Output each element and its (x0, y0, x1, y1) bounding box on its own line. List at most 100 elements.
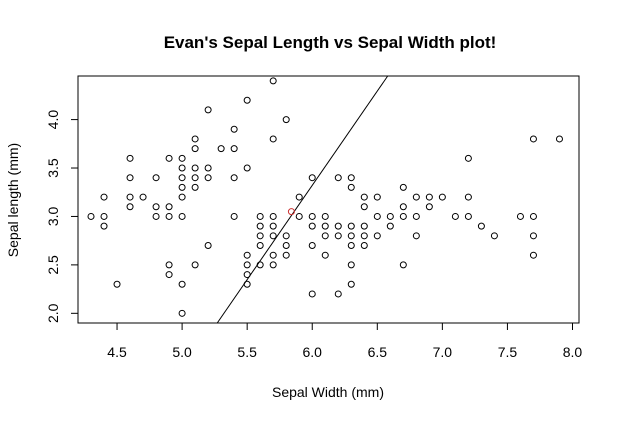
data-point (360, 203, 368, 211)
data-point (399, 183, 407, 191)
data-point (126, 203, 134, 211)
data-point (360, 242, 368, 250)
data-point (269, 77, 277, 85)
y-axis: 2.0 2.5 3.0 3.5 4.0 (45, 110, 79, 323)
data-point (321, 251, 329, 259)
data-point (126, 154, 134, 162)
data-point (386, 222, 394, 230)
data-point (178, 164, 186, 172)
data-point (100, 193, 108, 201)
data-point (256, 232, 264, 240)
y-tick-label: 2.5 (45, 255, 61, 275)
data-point (269, 222, 277, 230)
data-point (516, 212, 524, 220)
data-point (269, 212, 277, 220)
data-point (347, 242, 355, 250)
data-point (243, 271, 251, 279)
data-point (139, 193, 147, 201)
data-point (113, 280, 121, 288)
data-point (191, 135, 199, 143)
data-point (464, 154, 472, 162)
data-point (282, 242, 290, 250)
data-point (412, 232, 420, 240)
data-point (126, 174, 134, 182)
data-point (334, 232, 342, 240)
data-point (152, 203, 160, 211)
data-point (126, 193, 134, 201)
data-point (295, 193, 303, 201)
data-point (399, 203, 407, 211)
data-point (243, 261, 251, 269)
data-point (243, 96, 251, 104)
data-point (230, 174, 238, 182)
data-point (399, 261, 407, 269)
data-point (243, 251, 251, 259)
data-point (308, 242, 316, 250)
x-tick-label: 7.5 (498, 344, 518, 360)
data-point (347, 222, 355, 230)
data-point (529, 135, 537, 143)
data-point (256, 222, 264, 230)
chart-title: Evan's Sepal Length vs Sepal Width plot! (164, 33, 497, 52)
data-point (347, 261, 355, 269)
data-point (282, 232, 290, 240)
data-point (529, 212, 537, 220)
x-tick-label: 5.5 (237, 344, 257, 360)
data-point (191, 145, 199, 153)
data-point (360, 222, 368, 230)
data-point (178, 193, 186, 201)
y-tick-label: 3.0 (45, 207, 61, 227)
data-point (243, 164, 251, 172)
x-tick-label: 5.0 (172, 344, 192, 360)
data-point (321, 212, 329, 220)
x-tick-label: 4.5 (107, 344, 127, 360)
data-points (87, 77, 563, 317)
data-point (308, 174, 316, 182)
data-point (308, 290, 316, 298)
data-point (178, 309, 186, 317)
plot-area-border (77, 75, 580, 324)
data-point (191, 174, 199, 182)
data-point (191, 183, 199, 191)
data-point (360, 193, 368, 201)
x-tick-label: 6.5 (368, 344, 388, 360)
y-tick-label: 3.5 (45, 158, 61, 178)
data-point (438, 193, 446, 201)
data-point (399, 212, 407, 220)
data-point (269, 261, 277, 269)
data-point (165, 203, 173, 211)
data-point (230, 145, 238, 153)
data-point (334, 174, 342, 182)
data-point (347, 280, 355, 288)
x-axis: 4.5 5.0 5.5 6.0 6.5 7.0 7.5 8.0 (107, 322, 583, 360)
data-point (269, 251, 277, 259)
data-point (100, 212, 108, 220)
data-point (178, 280, 186, 288)
data-point (295, 212, 303, 220)
data-point (204, 242, 212, 250)
data-point (152, 212, 160, 220)
x-tick-label: 8.0 (563, 344, 583, 360)
data-point (256, 212, 264, 220)
y-tick-label: 4.0 (45, 110, 61, 130)
data-point (256, 242, 264, 250)
x-axis-label: Sepal Width (mm) (272, 384, 384, 400)
y-axis-label: Sepal length (mm) (5, 143, 21, 257)
data-point (282, 251, 290, 259)
data-point (165, 154, 173, 162)
data-point (165, 271, 173, 279)
data-point (412, 193, 420, 201)
data-point (321, 222, 329, 230)
data-point (100, 222, 108, 230)
data-point (347, 232, 355, 240)
data-point (334, 290, 342, 298)
data-point (334, 222, 342, 230)
x-tick-label: 6.0 (302, 344, 322, 360)
data-point (308, 222, 316, 230)
data-point (490, 232, 498, 240)
data-point (217, 145, 225, 153)
data-point (230, 125, 238, 133)
data-point (191, 164, 199, 172)
data-point (178, 212, 186, 220)
